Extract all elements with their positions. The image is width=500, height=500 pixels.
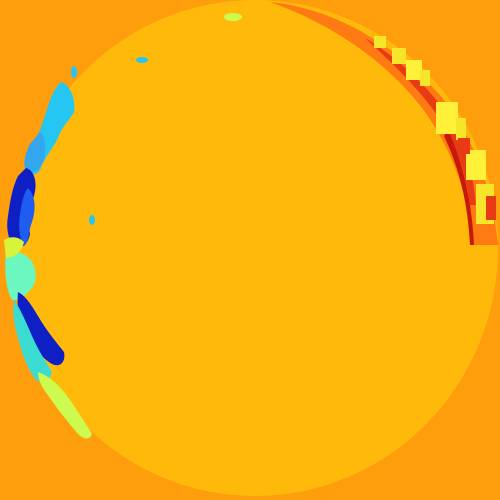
lime-blob xyxy=(224,13,242,21)
left-edge-bands xyxy=(4,82,92,439)
left-aquamarine-region xyxy=(5,248,36,301)
yellow-blocks xyxy=(374,36,496,224)
right-edge-bands xyxy=(270,2,498,245)
top-small-blobs xyxy=(71,13,242,78)
left-teal-region xyxy=(13,300,53,382)
left-blue-region-upper xyxy=(19,188,35,246)
left-yellow-green-region xyxy=(4,237,24,258)
left-lime-region xyxy=(38,372,92,439)
left-blue-region-lower xyxy=(17,292,65,366)
disk xyxy=(12,0,498,496)
rim-deep-red-line xyxy=(444,130,474,245)
cyan-blob-small xyxy=(71,66,77,78)
left-light-blue-band xyxy=(24,132,46,173)
interior-speck xyxy=(89,215,95,225)
cyan-blob xyxy=(136,57,148,63)
